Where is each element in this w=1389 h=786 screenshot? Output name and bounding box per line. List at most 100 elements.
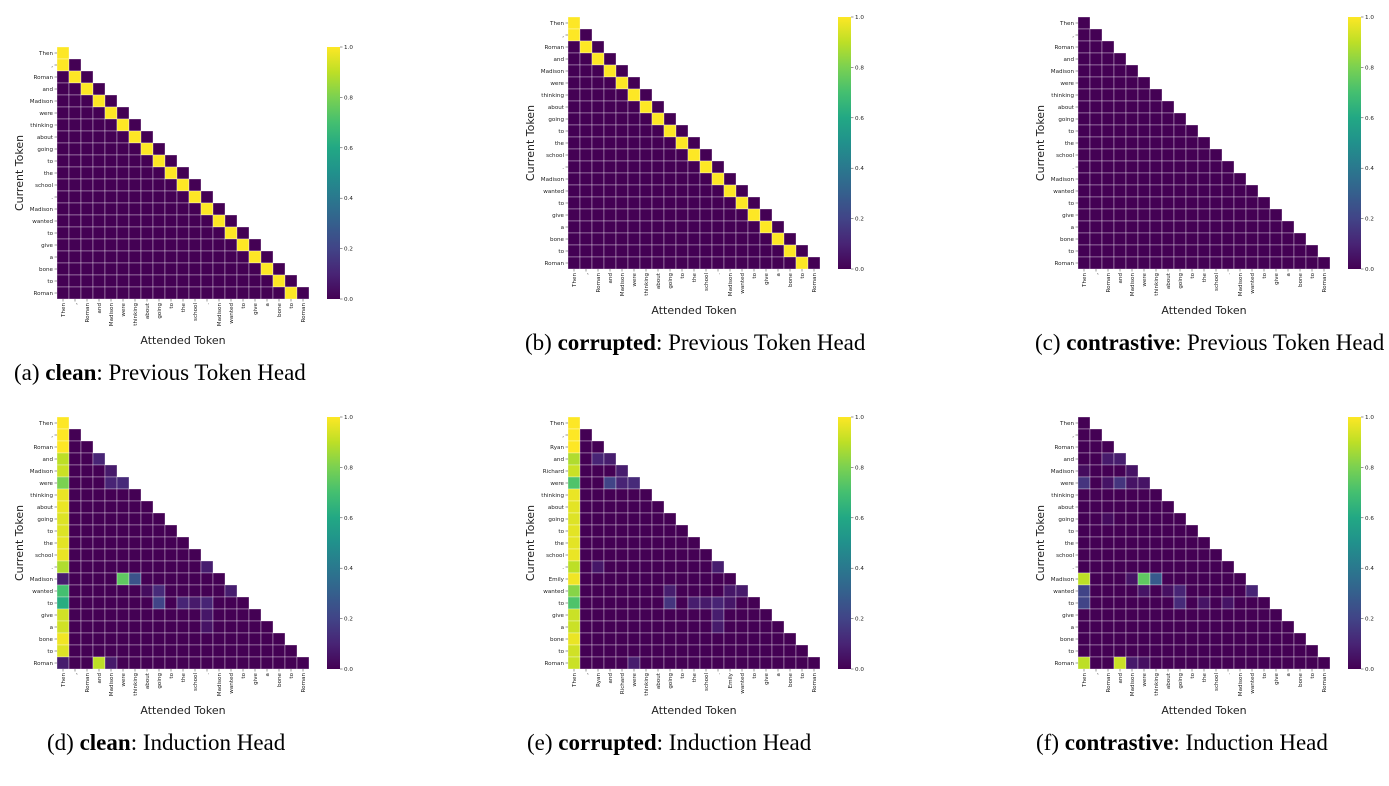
heatmap-cell — [567, 232, 581, 246]
heatmap-cell — [675, 644, 689, 658]
heatmap-cell — [1257, 196, 1271, 210]
heatmap-cell — [1161, 644, 1175, 658]
colorbar-tick-label: 0.6 — [1365, 516, 1374, 522]
heatmap-cell — [1125, 256, 1139, 270]
heatmap-cell — [615, 632, 629, 646]
heatmap-cell — [579, 464, 593, 478]
heatmap-cell — [663, 632, 677, 646]
heatmap-cell — [579, 256, 593, 270]
y-tick-label: and — [42, 87, 53, 93]
heatmap-cell — [1269, 656, 1283, 670]
heatmap-cell — [104, 500, 118, 514]
heatmap-cell — [104, 596, 118, 610]
heatmap-cell — [567, 596, 581, 610]
heatmap-cell — [68, 130, 82, 144]
heatmap-cell — [92, 644, 106, 658]
heatmap-cell — [1197, 608, 1211, 622]
heatmap-cell — [116, 142, 130, 156]
heatmap-cell — [1077, 644, 1091, 658]
heatmap-cell — [1113, 244, 1127, 258]
heatmap-cell — [675, 620, 689, 634]
heatmap-cell — [1185, 632, 1199, 646]
heatmap-cell — [639, 572, 653, 586]
colorbar-tick-label: 0.4 — [344, 566, 353, 572]
heatmap-cell — [1137, 560, 1151, 574]
heatmap-cell — [579, 220, 593, 234]
heatmap-cell — [260, 620, 274, 634]
heatmap-cell — [663, 608, 677, 622]
heatmap-cell — [675, 536, 689, 550]
heatmap-cell — [651, 208, 665, 222]
heatmap-cell — [56, 82, 70, 96]
heatmap-cell — [1077, 232, 1091, 246]
heatmap-cell — [104, 572, 118, 586]
heatmap-cell — [591, 112, 605, 126]
colorbar — [1348, 17, 1361, 269]
heatmap-cell — [603, 488, 617, 502]
heatmap-cell — [68, 142, 82, 156]
x-tick-label: Madison — [1238, 273, 1244, 297]
heatmap-cell — [651, 184, 665, 198]
heatmap-cell — [663, 596, 677, 610]
heatmap-cell — [212, 608, 226, 622]
heatmap-cell — [1101, 656, 1115, 670]
heatmap-cell — [116, 166, 130, 180]
y-tick-label: Roman — [1055, 261, 1075, 267]
heatmap-cell — [200, 656, 214, 670]
heatmap-cell — [1233, 172, 1247, 186]
heatmap-cell — [639, 148, 653, 162]
heatmap-cell — [140, 190, 154, 204]
heatmap-cell — [615, 656, 629, 670]
heatmap-cell — [1257, 608, 1271, 622]
heatmap-cell — [711, 608, 725, 622]
x-tick-label: wanted — [229, 673, 235, 694]
y-tick-label: and — [1063, 457, 1074, 463]
heatmap-cell — [92, 560, 106, 574]
heatmap-cell — [663, 512, 677, 526]
heatmap-cell — [1125, 488, 1139, 502]
heatmap-cell — [1149, 196, 1163, 210]
heatmap-cell — [68, 154, 82, 168]
x-tick-label: about — [656, 272, 662, 289]
heatmap-cell — [92, 274, 106, 288]
heatmap-cell — [224, 250, 238, 264]
heatmap-cell — [284, 644, 298, 658]
colorbar-tick-label: 0.6 — [855, 116, 864, 122]
heatmap-cell — [675, 572, 689, 586]
heatmap-cell — [68, 82, 82, 96]
heatmap-cell — [80, 70, 94, 84]
heatmap-cell — [579, 196, 593, 210]
heatmap-cell — [603, 560, 617, 574]
heatmap-cell — [1185, 656, 1199, 670]
heatmap-cell — [771, 644, 785, 658]
heatmap-cell — [627, 196, 641, 210]
heatmap-cell — [651, 112, 665, 126]
heatmap-cell — [56, 118, 70, 132]
heatmap-cell — [152, 608, 166, 622]
heatmap-cell — [1185, 560, 1199, 574]
heatmap-cell — [1077, 548, 1091, 562]
heatmap-cell — [140, 524, 154, 538]
colorbar-tick-label: 0.0 — [1365, 267, 1374, 273]
heatmap-cell — [723, 572, 737, 586]
x-tick-label: to — [752, 272, 758, 278]
heatmap-cell — [567, 256, 581, 270]
heatmap-cell — [1089, 28, 1103, 42]
heatmap-cell — [116, 286, 130, 300]
heatmap-cell — [56, 572, 70, 586]
heatmap-cell — [1221, 244, 1235, 258]
heatmap-cell — [1077, 40, 1091, 54]
y-tick-label: to — [47, 601, 53, 607]
heatmap-cell — [1077, 28, 1091, 42]
heatmap-cell — [627, 476, 641, 490]
x-tick-label: going — [157, 303, 163, 319]
heatmap-cell — [92, 548, 106, 562]
heatmap-cell — [1185, 644, 1199, 658]
heatmap-cell — [104, 560, 118, 574]
heatmap-cell — [1281, 632, 1295, 646]
heatmap-cell — [176, 178, 190, 192]
heatmap-cell — [615, 88, 629, 102]
caption-bold: contrastive — [1064, 730, 1174, 755]
heatmap-cell — [1113, 488, 1127, 502]
heatmap-cell — [200, 226, 214, 240]
